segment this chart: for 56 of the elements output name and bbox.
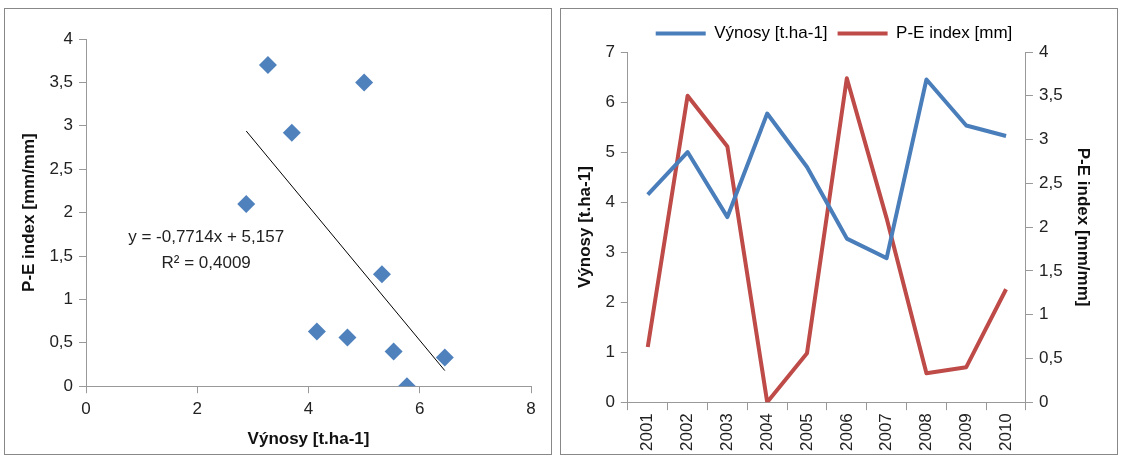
y-tick-label: 4 — [605, 191, 615, 211]
y-axis-title: Výnosy [t.ha-1] — [574, 166, 594, 289]
x-tick-label: 2005 — [796, 413, 816, 452]
annotation: y = -0,7714x + 5,157 — [128, 226, 285, 246]
point — [355, 73, 374, 92]
y-tick-label: 0 — [63, 375, 74, 395]
x-tick-label: 2009 — [955, 413, 975, 452]
point — [237, 194, 256, 213]
annotation: R² = 0,4009 — [161, 252, 251, 272]
y-axis-title: P-E index [mm/mm] — [18, 133, 38, 292]
x-tick-label: 4 — [303, 399, 314, 419]
x-tick-label: 2010 — [995, 413, 1015, 452]
x-tick-label: 8 — [526, 399, 536, 419]
y-tick-label: 5 — [605, 141, 615, 161]
point — [258, 56, 277, 75]
y2-tick-label: 0,5 — [1038, 348, 1063, 368]
y2-tick-label: 4 — [1038, 41, 1049, 61]
point — [372, 265, 391, 284]
x-tick-label: 2001 — [637, 413, 657, 452]
y-tick-label: 3 — [605, 241, 615, 261]
point — [384, 342, 403, 361]
y2-axis-title: P-E index [mm/mm] — [1074, 147, 1094, 307]
y-tick-label: 0,5 — [49, 332, 74, 352]
legend-label: P-E index [mm] — [896, 23, 1013, 43]
x-tick-label: 2004 — [756, 413, 776, 452]
x-tick-label: 6 — [415, 399, 425, 419]
x-axis-title: Výnosy [t.ha-1] — [247, 429, 370, 449]
y-tick-label: 2 — [605, 291, 615, 311]
y-tick-label: 3 — [63, 115, 74, 135]
x-tick-label: 2003 — [717, 413, 737, 452]
legend-label: Výnosy [t.ha-1] — [714, 23, 828, 43]
y2-tick-label: 2 — [1038, 216, 1049, 236]
y-tick-label: 7 — [605, 41, 615, 61]
x-tick-label: 2 — [192, 399, 203, 419]
point — [307, 322, 326, 341]
x-tick-label: 2006 — [836, 413, 856, 452]
y2-tick-label: 2,5 — [1038, 173, 1063, 193]
y-tick-label: 6 — [605, 91, 615, 111]
y-tick-label: 2,5 — [49, 158, 74, 178]
y-tick-label: 3,5 — [49, 72, 74, 92]
y-tick-label: 1,5 — [49, 245, 74, 265]
point — [435, 348, 454, 367]
x-tick-label: 2007 — [876, 413, 896, 452]
x-tick-label: 2002 — [677, 413, 697, 452]
y2-tick-label: 3 — [1038, 129, 1049, 149]
y2-tick-label: 1 — [1038, 304, 1049, 324]
y2-tick-label: 1,5 — [1038, 260, 1063, 280]
y-tick-label: 2 — [63, 202, 74, 222]
y-tick-label: 1 — [605, 341, 615, 361]
y-tick-label: 4 — [63, 28, 74, 48]
point — [338, 328, 357, 347]
y2-tick-label: 3,5 — [1038, 85, 1063, 105]
x-tick-label: 0 — [81, 399, 91, 419]
x-tick-label: 2008 — [916, 413, 936, 452]
point — [282, 123, 301, 142]
y-tick-label: 1 — [63, 289, 74, 309]
